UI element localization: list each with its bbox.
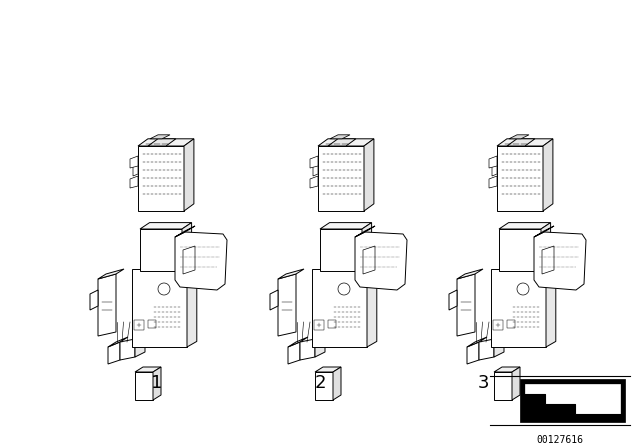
- Polygon shape: [320, 223, 372, 229]
- Polygon shape: [489, 156, 497, 168]
- Polygon shape: [363, 246, 375, 274]
- Polygon shape: [132, 269, 187, 347]
- Polygon shape: [270, 290, 278, 310]
- Polygon shape: [507, 320, 515, 328]
- Polygon shape: [310, 156, 318, 168]
- Polygon shape: [140, 229, 182, 271]
- Polygon shape: [507, 139, 535, 146]
- Polygon shape: [362, 223, 372, 271]
- Polygon shape: [175, 226, 195, 237]
- Polygon shape: [130, 176, 138, 188]
- Polygon shape: [509, 135, 529, 139]
- Polygon shape: [330, 135, 350, 139]
- Polygon shape: [98, 269, 124, 279]
- Polygon shape: [333, 367, 341, 400]
- Polygon shape: [134, 320, 144, 330]
- Polygon shape: [457, 269, 483, 279]
- Polygon shape: [182, 223, 191, 271]
- Text: 2: 2: [314, 374, 326, 392]
- Polygon shape: [320, 229, 362, 271]
- Text: 3: 3: [477, 374, 489, 392]
- Polygon shape: [355, 232, 407, 290]
- Polygon shape: [499, 223, 550, 229]
- Polygon shape: [148, 320, 156, 328]
- Polygon shape: [541, 223, 550, 271]
- Polygon shape: [467, 342, 479, 364]
- Polygon shape: [313, 158, 318, 176]
- Polygon shape: [135, 334, 145, 357]
- Polygon shape: [328, 139, 356, 146]
- Polygon shape: [148, 139, 176, 146]
- Polygon shape: [497, 139, 553, 146]
- Polygon shape: [120, 339, 135, 360]
- Polygon shape: [520, 379, 625, 422]
- Polygon shape: [98, 274, 116, 336]
- Polygon shape: [187, 263, 197, 347]
- Polygon shape: [497, 146, 543, 211]
- Text: 00127616: 00127616: [536, 435, 584, 445]
- Polygon shape: [140, 223, 191, 229]
- Polygon shape: [449, 290, 457, 310]
- Polygon shape: [479, 339, 494, 360]
- Polygon shape: [499, 229, 541, 271]
- Polygon shape: [494, 372, 512, 400]
- Polygon shape: [494, 367, 520, 372]
- Polygon shape: [300, 339, 315, 360]
- Polygon shape: [135, 372, 153, 400]
- Polygon shape: [457, 274, 475, 336]
- Polygon shape: [355, 226, 375, 237]
- Polygon shape: [130, 156, 138, 168]
- Polygon shape: [546, 263, 556, 347]
- Polygon shape: [494, 334, 504, 357]
- Polygon shape: [312, 269, 367, 347]
- Polygon shape: [543, 139, 553, 211]
- Polygon shape: [150, 135, 170, 139]
- Polygon shape: [318, 139, 374, 146]
- Polygon shape: [512, 367, 520, 400]
- Polygon shape: [367, 263, 377, 347]
- Polygon shape: [288, 337, 308, 347]
- Polygon shape: [183, 246, 195, 274]
- Polygon shape: [467, 337, 487, 347]
- Polygon shape: [525, 384, 620, 414]
- Polygon shape: [491, 269, 546, 347]
- Polygon shape: [278, 274, 296, 336]
- Polygon shape: [314, 320, 324, 330]
- Polygon shape: [153, 367, 161, 400]
- Polygon shape: [278, 269, 304, 279]
- Polygon shape: [492, 158, 497, 176]
- Polygon shape: [489, 176, 497, 188]
- Polygon shape: [534, 232, 586, 290]
- Polygon shape: [318, 146, 364, 211]
- Polygon shape: [493, 320, 503, 330]
- Polygon shape: [175, 232, 227, 290]
- Polygon shape: [90, 290, 98, 310]
- Polygon shape: [108, 337, 128, 347]
- Polygon shape: [310, 176, 318, 188]
- Polygon shape: [184, 139, 194, 211]
- Polygon shape: [288, 342, 300, 364]
- Polygon shape: [138, 139, 194, 146]
- Polygon shape: [328, 320, 336, 328]
- Polygon shape: [542, 246, 554, 274]
- Polygon shape: [138, 146, 184, 211]
- Polygon shape: [315, 334, 325, 357]
- Polygon shape: [315, 372, 333, 400]
- Polygon shape: [135, 367, 161, 372]
- Polygon shape: [108, 342, 120, 364]
- Polygon shape: [133, 158, 138, 176]
- Polygon shape: [364, 139, 374, 211]
- Polygon shape: [315, 367, 341, 372]
- Polygon shape: [534, 226, 554, 237]
- Text: 1: 1: [151, 374, 163, 392]
